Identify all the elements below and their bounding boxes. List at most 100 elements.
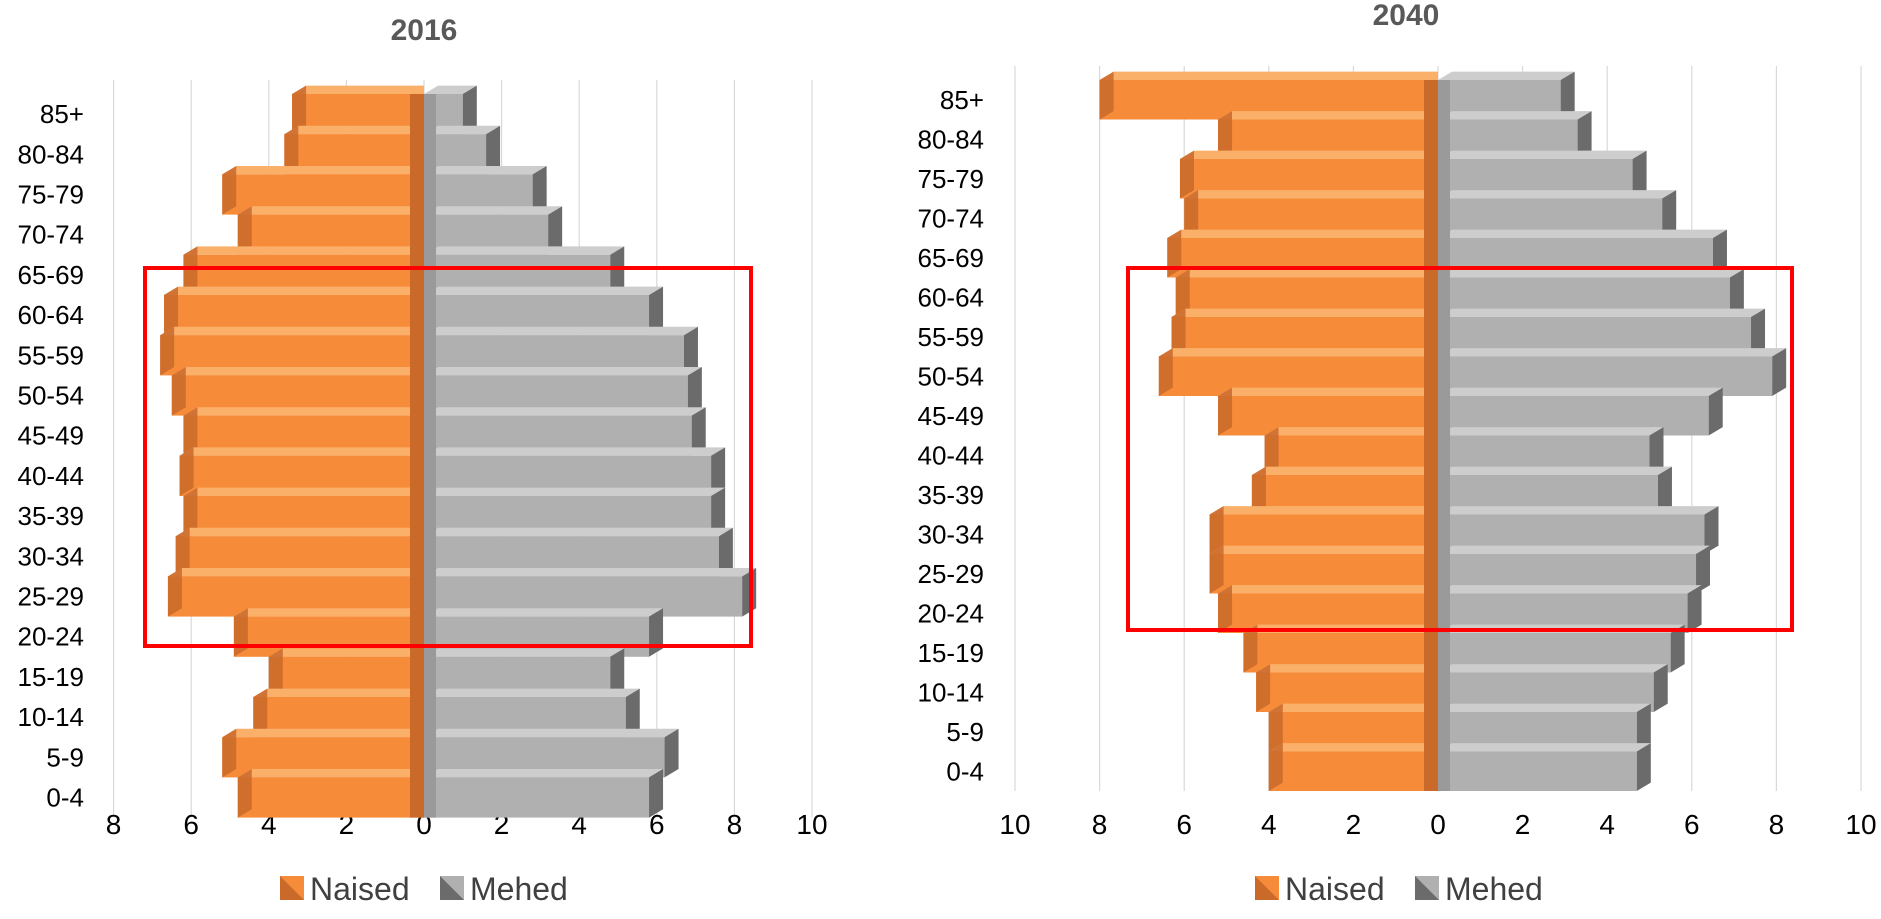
male-bar-side: [1687, 585, 1702, 633]
male-bar-side: [610, 648, 625, 697]
category-label: 50-54: [918, 361, 985, 391]
female-bar-top: [171, 367, 424, 376]
male-bar-side: [1560, 71, 1575, 120]
category-label: 55-59: [918, 322, 985, 352]
male-bar-side: [711, 447, 726, 496]
male-bar-side: [1704, 506, 1719, 554]
category-label: 10-14: [918, 677, 985, 707]
female-bar-side: [1184, 190, 1199, 238]
category-label: 45-49: [18, 421, 85, 451]
female-bar-top: [1264, 427, 1438, 436]
female-bars: [1099, 71, 1438, 791]
female-bar-side: [1218, 585, 1233, 633]
male-bar: [424, 777, 650, 818]
x-tick-label: 6: [1176, 809, 1192, 840]
x-tick-label: 0: [1430, 809, 1446, 840]
male-bar-side: [718, 527, 733, 577]
category-label: 85+: [40, 99, 84, 129]
male-bar-top: [1438, 664, 1668, 673]
male-bar: [1438, 751, 1637, 791]
male-bar-side: [1653, 664, 1668, 712]
female-bar-top: [1175, 269, 1438, 278]
chart-title: 2040: [1373, 0, 1440, 32]
female-bar-top: [1209, 545, 1438, 554]
female-bar-top: [1184, 190, 1438, 199]
x-tick-label: 8: [106, 809, 122, 840]
male-bar-side: [649, 608, 664, 657]
male-bar-top: [1438, 466, 1672, 475]
female-bar-side: [1179, 150, 1194, 199]
highlight-box: [1126, 266, 1794, 632]
female-bar-top: [233, 608, 424, 617]
legend-label-naised: Naised: [310, 871, 410, 907]
female-bar-side: [164, 286, 179, 336]
male-bar-top: [1438, 229, 1727, 238]
female-bar-top: [1099, 71, 1438, 80]
male-bar-top: [424, 246, 625, 255]
male-bar-top: [1438, 506, 1719, 515]
female-inner-wall: [410, 94, 424, 818]
female-bar-side: [1243, 624, 1258, 673]
x-tick-label: 8: [1769, 809, 1785, 840]
male-bar-side: [1657, 466, 1672, 515]
x-tick-label: 8: [727, 809, 743, 840]
female-bar-top: [179, 447, 424, 456]
male-bar-side: [1662, 190, 1677, 238]
female-bar-top: [1251, 466, 1438, 475]
male-bar-top: [424, 487, 726, 496]
female-bar-side: [1218, 387, 1233, 436]
x-tick-label: 6: [649, 809, 665, 840]
male-bar-top: [424, 85, 477, 94]
female-bar-top: [237, 769, 424, 778]
x-tick-label: 10: [1845, 809, 1876, 840]
female-bar-side: [1171, 308, 1186, 357]
male-bar-side: [1632, 150, 1647, 199]
category-label: 35-39: [918, 480, 985, 510]
legend-swatch-naised-shade: [1255, 876, 1279, 900]
category-label: 0-4: [46, 783, 84, 813]
female-bar-side: [1268, 743, 1283, 791]
female-bar-side: [160, 326, 175, 376]
male-bar-side: [625, 688, 640, 738]
x-tick-label: 6: [1684, 809, 1700, 840]
male-bar-top: [424, 286, 664, 295]
male-bar-top: [424, 206, 563, 215]
category-label: 40-44: [918, 440, 985, 470]
legend: Naised Mehed: [1255, 871, 1543, 907]
male-bar-top: [1438, 703, 1651, 712]
female-bar-top: [253, 688, 424, 697]
category-label: 20-24: [918, 598, 985, 628]
category-label: 15-19: [18, 662, 85, 692]
male-bar-side: [683, 326, 698, 376]
category-label: 80-84: [918, 124, 985, 154]
x-tick-label: 8: [1092, 809, 1108, 840]
male-bar-top: [424, 125, 501, 135]
female-bar-side: [1264, 427, 1279, 475]
female-bar: [1268, 751, 1438, 791]
male-bar-top: [1438, 348, 1787, 357]
male-bar-side: [691, 407, 706, 456]
male-bar-top: [424, 769, 664, 778]
male-bar-side: [462, 85, 477, 135]
female-bar-side: [1209, 506, 1224, 554]
female-bar-top: [1218, 111, 1438, 120]
category-label: 30-34: [918, 519, 985, 549]
female-bar-top: [1218, 585, 1438, 594]
female-bar-side: [1209, 545, 1224, 594]
female-bar-top: [1209, 506, 1438, 515]
female-bar-side: [1167, 229, 1182, 278]
male-bar-side: [1636, 703, 1651, 752]
male-bar-top: [424, 367, 702, 376]
male-bar-top: [424, 166, 547, 175]
legend-label-mehed: Mehed: [1445, 871, 1543, 907]
category-label: 70-74: [18, 220, 85, 250]
female-bar-top: [1268, 703, 1438, 712]
x-tick-label: 2: [1346, 809, 1362, 840]
category-label: 10-14: [18, 702, 85, 732]
female-bar-top: [160, 326, 424, 336]
male-bar-top: [424, 648, 625, 657]
male-bar-top: [424, 407, 706, 416]
category-label: 25-29: [18, 582, 85, 612]
female-bar-side: [1268, 703, 1283, 752]
male-bar-side: [664, 728, 679, 778]
